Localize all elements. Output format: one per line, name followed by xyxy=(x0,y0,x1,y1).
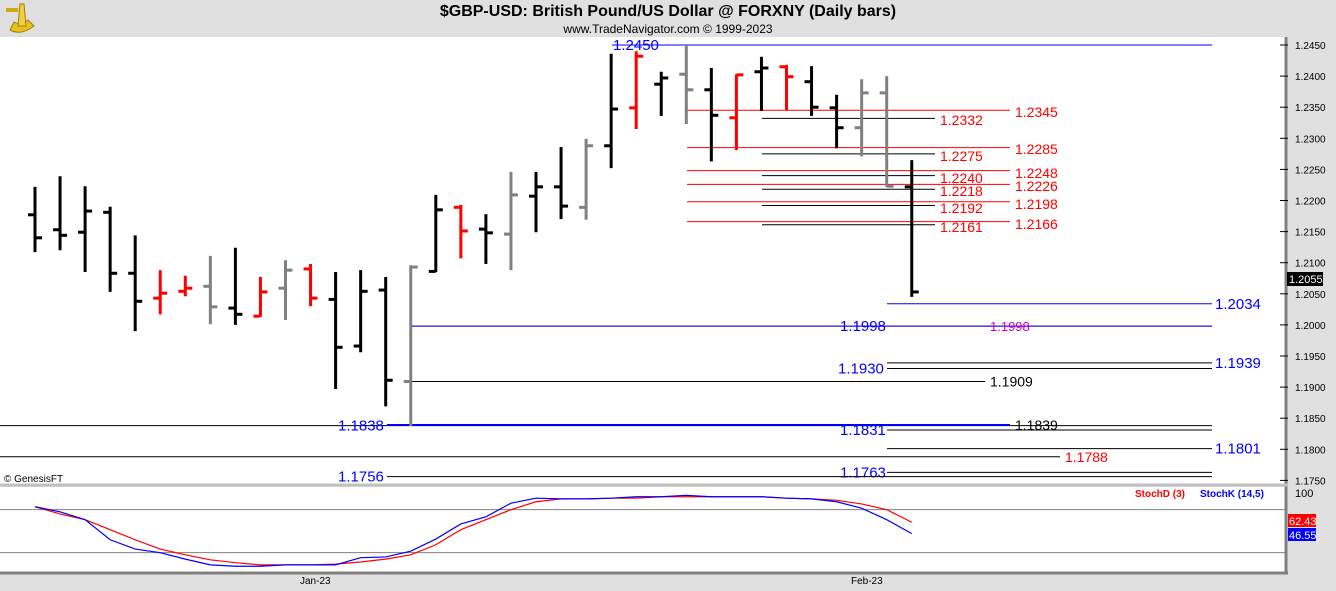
x-tick-feb: Feb-23 xyxy=(851,576,883,587)
ohlc-bar[interactable] xyxy=(53,176,68,251)
level-label: 1.2161 xyxy=(940,219,983,235)
level-label: 1.1763 xyxy=(840,464,886,481)
level-label: 1.2226 xyxy=(1015,178,1058,194)
stoch-tick-100: 100 xyxy=(1295,488,1313,500)
ohlc-bar[interactable] xyxy=(879,76,894,188)
stochk-legend: StochK (14,5) xyxy=(1200,489,1264,500)
y-tick-label: 1.1850 xyxy=(1295,414,1326,425)
y-tick-label: 1.2250 xyxy=(1295,165,1326,176)
ohlc-bar[interactable] xyxy=(804,66,819,116)
y-tick-label: 1.2400 xyxy=(1295,72,1326,83)
ohlc-bar[interactable] xyxy=(829,94,844,149)
x-tick-jan: Jan-23 xyxy=(300,576,331,587)
stochd-last: 62.43 xyxy=(1289,516,1317,528)
ohlc-bar[interactable] xyxy=(904,160,919,297)
y-tick-label: 1.1800 xyxy=(1295,445,1326,456)
last-price-box xyxy=(1287,272,1323,286)
level-label: 1.2198 xyxy=(1015,196,1058,212)
ohlc-bar[interactable] xyxy=(754,56,769,111)
y-tick-label: 1.2000 xyxy=(1295,321,1326,332)
level-label: 1.2248 xyxy=(1015,165,1058,181)
level-label: 1.1839 xyxy=(1015,417,1058,433)
ohlc-bar[interactable] xyxy=(28,186,42,253)
level-label: 1.2240 xyxy=(940,170,983,186)
chart-title: $GBP-USD: British Pound/US Dollar @ FORX… xyxy=(439,3,897,20)
level-label: 1.2345 xyxy=(1015,104,1058,120)
ohlc-bar[interactable] xyxy=(729,73,744,151)
ohlc-bar[interactable] xyxy=(779,64,794,111)
y-tick-label: 1.2200 xyxy=(1295,197,1326,208)
ohlc-bar[interactable] xyxy=(253,277,268,318)
ohlc-bar[interactable] xyxy=(153,270,168,315)
y-tick-label: 1.1900 xyxy=(1295,383,1326,394)
y-tick-label: 1.2450 xyxy=(1295,41,1326,52)
level-label: 1.2285 xyxy=(1015,141,1058,157)
y-tick-label: 1.1750 xyxy=(1295,476,1326,487)
ohlc-bar[interactable] xyxy=(78,186,93,273)
level-label: 1.1930 xyxy=(838,360,884,377)
level-label: 1.2166 xyxy=(1015,216,1058,232)
ohlc-bar[interactable] xyxy=(103,206,118,292)
stochk-last: 46.55 xyxy=(1289,530,1317,542)
ohlc-bar[interactable] xyxy=(353,270,368,353)
chart-subtitle: www.TradeNavigator.com © 1999-2023 xyxy=(563,22,773,36)
level-label: 1.2034 xyxy=(1215,296,1261,313)
ohlc-bar[interactable] xyxy=(278,260,293,320)
copyright-label: © GenesisFT xyxy=(4,474,63,485)
stochd-legend: StochD (3) xyxy=(1135,489,1185,500)
ohlc-bar[interactable] xyxy=(604,53,619,169)
ohlc-bar[interactable] xyxy=(629,51,644,129)
ohlc-bar[interactable] xyxy=(328,272,343,389)
level-label: 1.2192 xyxy=(940,200,983,216)
ohlc-bar[interactable] xyxy=(203,255,218,325)
level-label: 1.2332 xyxy=(940,112,983,128)
ohlc-bar[interactable] xyxy=(854,79,869,157)
y-tick-label: 1.1950 xyxy=(1295,352,1326,363)
ohlc-bar[interactable] xyxy=(378,277,393,407)
ohlc-bar[interactable] xyxy=(679,45,694,124)
y-tick-label: 1.2300 xyxy=(1295,134,1326,145)
level-label: 1.1838 xyxy=(338,418,384,435)
level-label: 1.1831 xyxy=(840,422,886,439)
ohlc-bar[interactable] xyxy=(503,171,518,271)
ohlc-bar[interactable] xyxy=(579,138,594,220)
ohlc-bar[interactable] xyxy=(128,235,143,332)
level-label: 1.1756 xyxy=(338,469,384,486)
level-label: 1.1801 xyxy=(1215,441,1261,458)
chart-header: $GBP-USD: British Pound/US Dollar @ FORX… xyxy=(0,0,1336,37)
level-label: 1.1909 xyxy=(990,374,1033,390)
stochk-line xyxy=(34,494,913,567)
y-tick-label: 1.2050 xyxy=(1295,290,1326,301)
y-tick-label: 1.2100 xyxy=(1295,259,1326,270)
level-label: 1.2275 xyxy=(940,148,983,164)
ohlc-bar[interactable] xyxy=(654,71,669,116)
ohlc-bar[interactable] xyxy=(403,265,418,427)
last-price-label: 1.2055 xyxy=(1289,274,1323,286)
ohlc-bar[interactable] xyxy=(554,147,569,220)
ohlc-bar[interactable] xyxy=(704,68,719,162)
ohlc-bar[interactable] xyxy=(178,275,193,297)
level-label: 1.2218 xyxy=(940,183,983,199)
sextant-logo xyxy=(6,3,35,33)
y-tick-label: 1.2350 xyxy=(1295,103,1326,114)
y-tick-label: 1.2150 xyxy=(1295,228,1326,239)
ohlc-bar[interactable] xyxy=(303,263,318,307)
level-label: 1.1998 xyxy=(990,319,1030,334)
ohlc-bar[interactable] xyxy=(529,171,543,233)
level-label: 1.2450 xyxy=(613,37,659,54)
level-label: 1.1788 xyxy=(1065,449,1108,465)
ohlc-bar[interactable] xyxy=(228,247,243,325)
level-label: 1.1939 xyxy=(1215,355,1261,372)
ohlc-bar[interactable] xyxy=(428,194,443,273)
ohlc-bar[interactable] xyxy=(478,214,493,264)
ohlc-bar[interactable] xyxy=(453,204,468,259)
